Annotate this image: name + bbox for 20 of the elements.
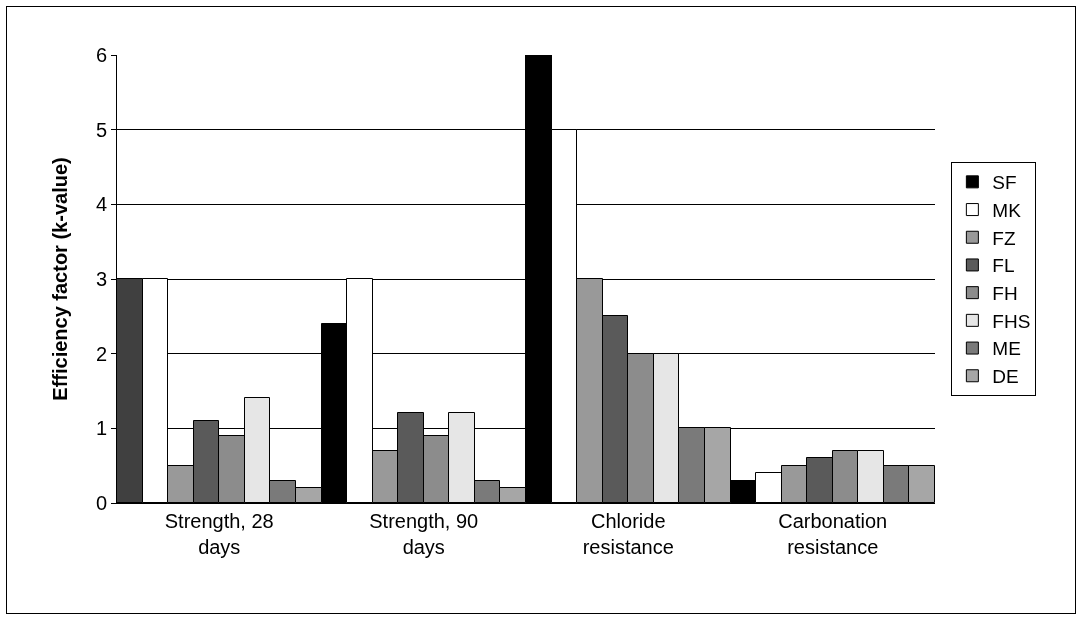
y-tick-label: 4 [95, 193, 107, 216]
y-tick-label: 6 [95, 44, 107, 66]
y-tick-label: 3 [95, 268, 107, 290]
x-tick-label: Carbonation resistance [778, 510, 888, 558]
legend-label: SF [992, 172, 1017, 194]
legend-label: FL [992, 255, 1015, 277]
legend-label: DE [992, 366, 1019, 388]
y-tick-label: 2 [95, 342, 107, 365]
y-tick-label: 5 [95, 118, 107, 141]
x-tick-label: Chloride resistance [582, 510, 674, 558]
legend-label: FHS [992, 310, 1031, 332]
legend-label: FZ [992, 227, 1016, 249]
y-axis-title: Efficiency factor (k-value) [49, 157, 71, 401]
y-tick-label: 1 [95, 417, 107, 440]
y-tick-label: 0 [95, 492, 107, 514]
x-tick-label: Strength, 90 days [369, 510, 479, 558]
legend-label: ME [992, 338, 1021, 360]
legend-label: FH [992, 283, 1018, 305]
x-tick-label: Strength, 28 days [164, 510, 274, 558]
legend-label: MK [992, 199, 1022, 221]
